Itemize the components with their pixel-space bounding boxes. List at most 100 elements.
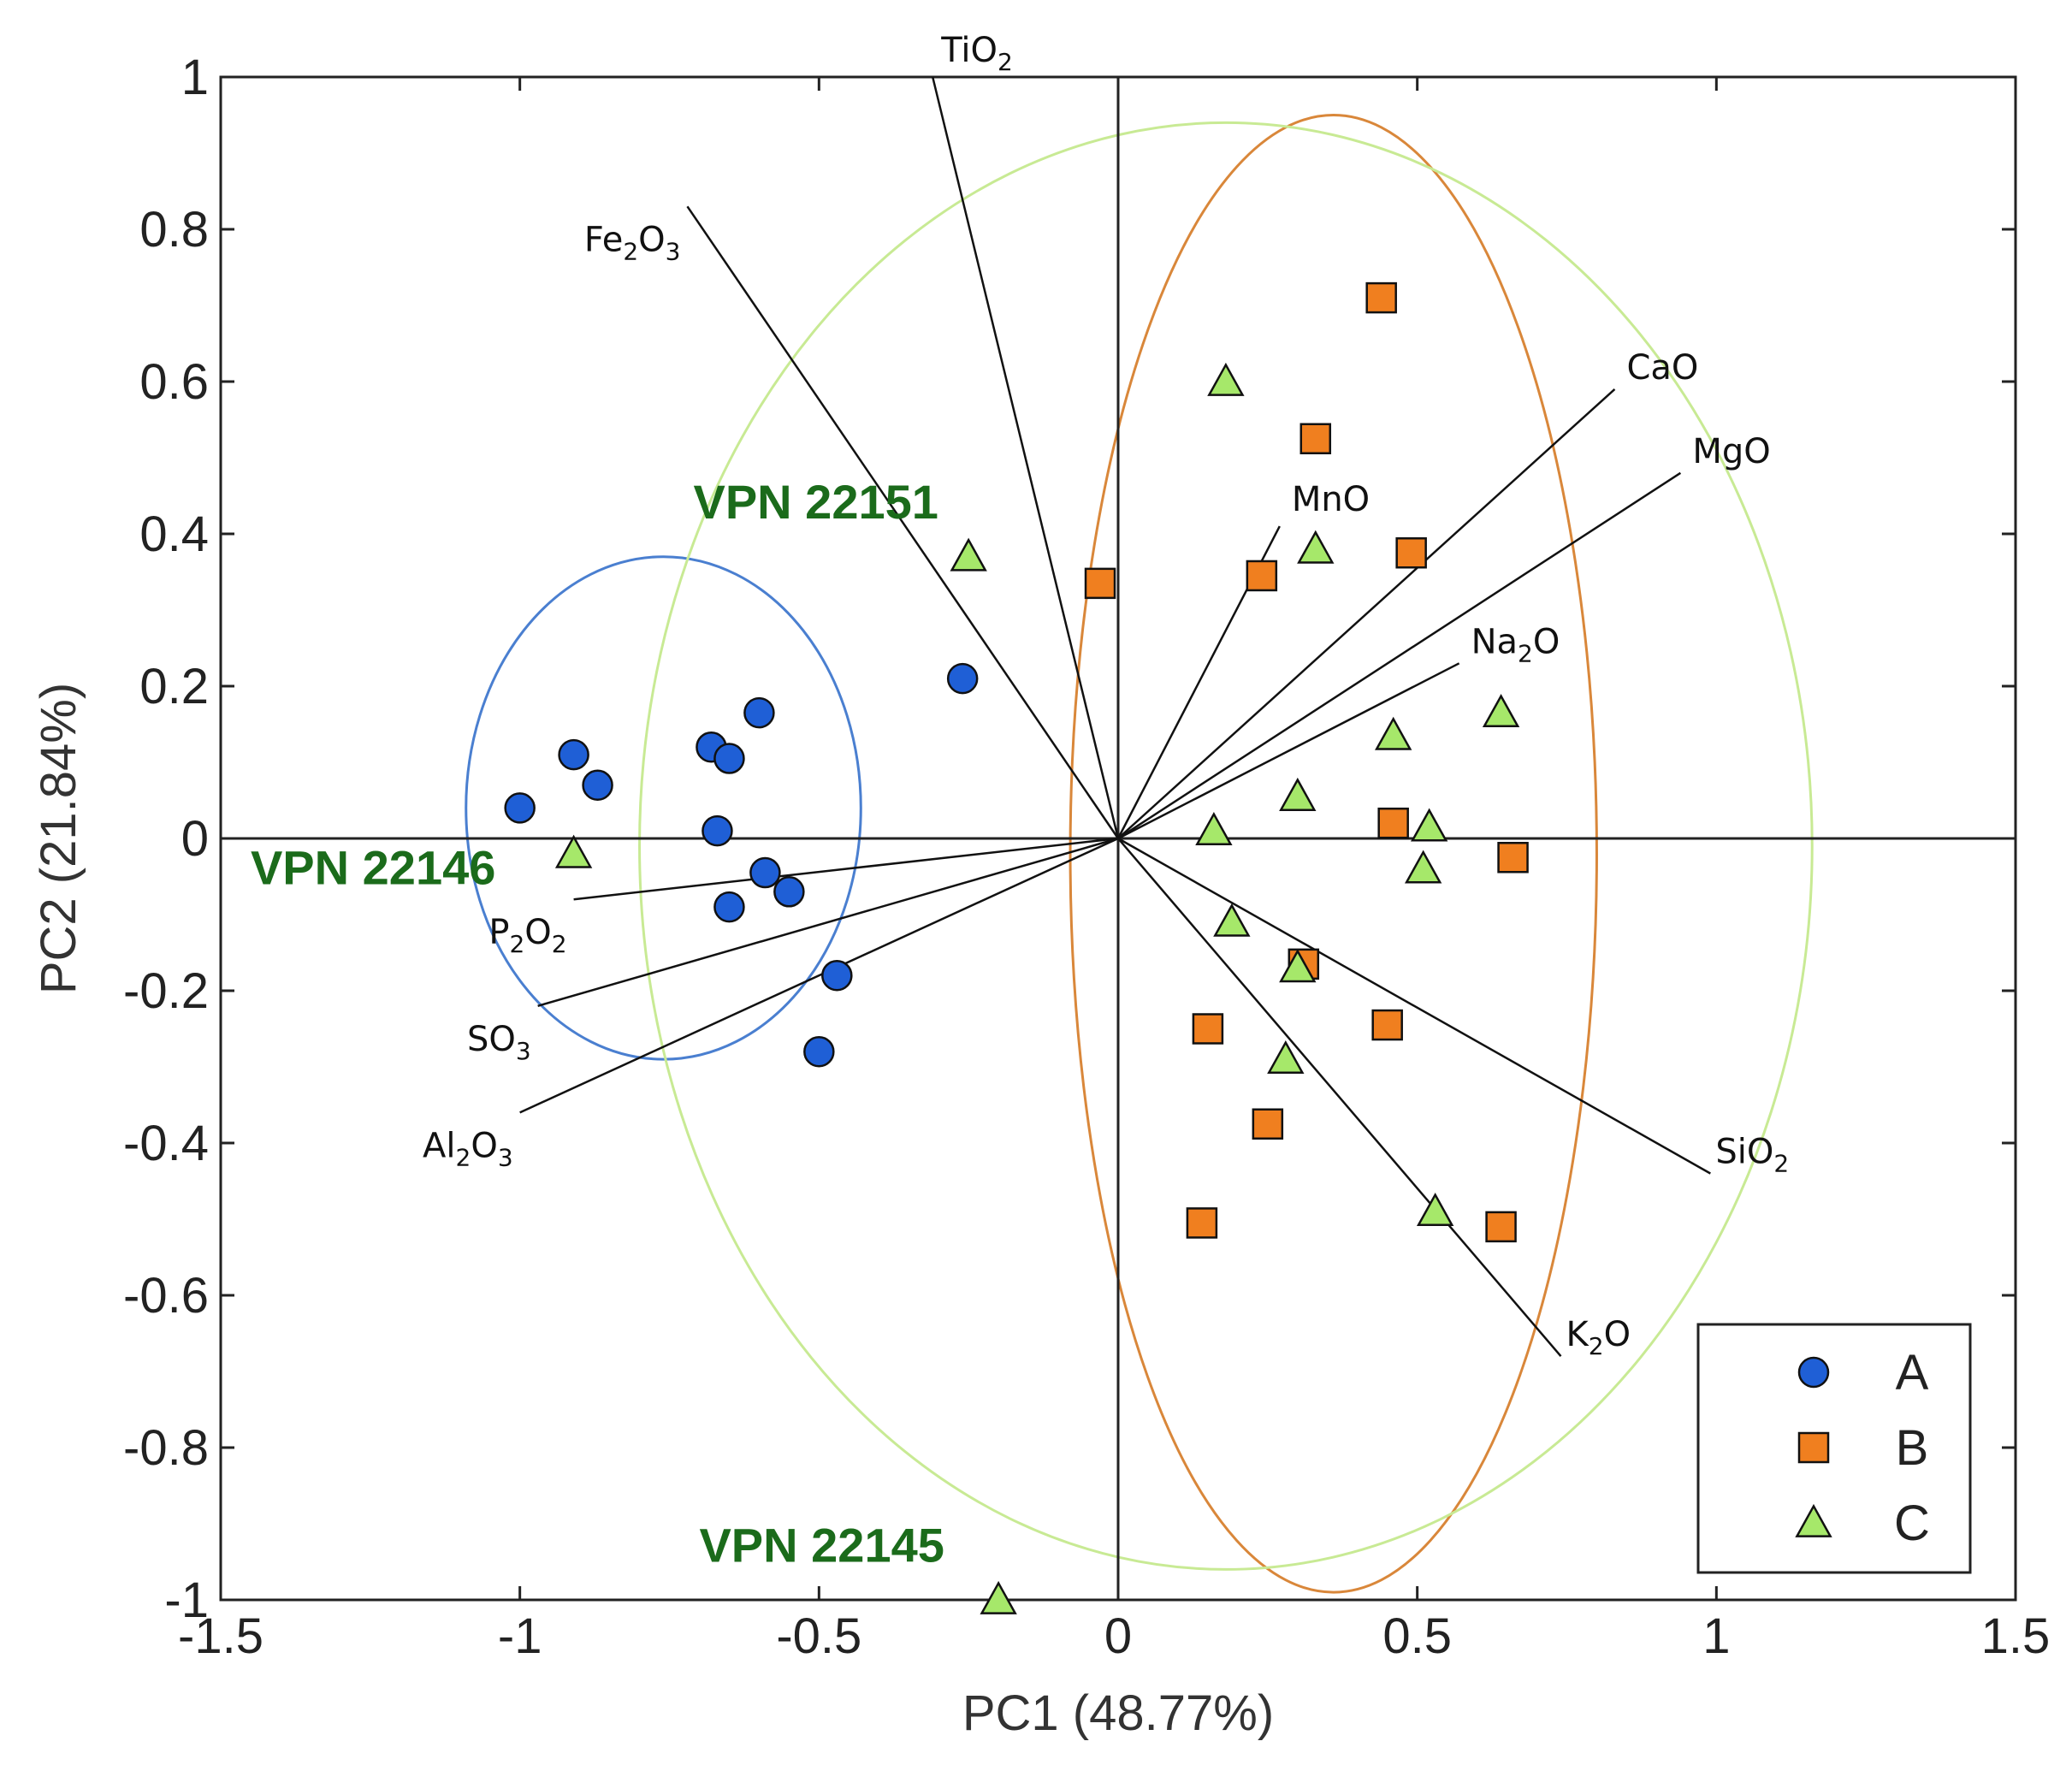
loading-label-p2o2: P2O2 [488,913,566,958]
point-c [1267,1039,1305,1074]
loading-label-fe2o3: Fe2O3 [584,220,681,265]
point-c [1375,716,1412,750]
loading-vector-cao [1117,388,1616,839]
point-a [582,769,613,801]
point-b [1377,807,1409,839]
annotation-vpn-22151: VPN 22151 [693,475,938,529]
legend-marker-b [1797,1431,1830,1464]
point-a [743,696,775,729]
point-c [1195,811,1233,845]
point-c [1213,903,1251,937]
annotation-vpn-22145: VPN 22145 [699,1519,944,1573]
point-c [554,834,593,868]
loading-vector-al2o3 [519,837,1119,1114]
point-b [1497,842,1529,874]
legend-marker-c [1795,1503,1832,1537]
point-c [1482,694,1520,728]
data-points [504,281,1529,1614]
point-b [1371,1009,1403,1041]
point-c [1279,777,1317,811]
y-tick-label: -0.4 [123,1116,209,1171]
x-tick-label: 0 [1104,1608,1132,1664]
point-c [1416,1192,1454,1226]
annotation-vpn-22146: VPN 22146 [251,840,495,894]
x-tick-label: 1.5 [1981,1608,2051,1664]
annotations: VPN 22151 VPN 22146 VPN 22145 [251,475,944,1572]
loading-vector-sio2 [1117,837,1711,1175]
y-tick-label: -0.8 [123,1420,209,1476]
axes: -1.5 -1 -0.5 0 0.5 1 1.5-1-0.8-0.6-0.4-0.200.2… [31,50,2050,1741]
point-b [1395,537,1427,569]
point-a [702,814,733,847]
series-c [554,362,1520,1614]
point-b [1252,1108,1284,1140]
loading-label-na2o: Na2O [1471,622,1560,667]
loading-vector-fe2o3 [686,205,1120,839]
y-tick-label: 0.8 [139,202,209,258]
legend-marker-a [1797,1356,1830,1389]
point-a [946,662,979,695]
ellipse-group-c [638,121,1814,1571]
point-a [504,792,536,824]
point-b [1485,1211,1517,1243]
point-a [713,891,745,923]
loading-vector-p2o2 [573,837,1119,901]
point-c [1410,808,1448,842]
point-a [821,959,853,992]
legend: ABC [1696,1323,1972,1574]
point-b [1192,1013,1224,1045]
point-b [1365,281,1397,314]
point-c [950,537,987,572]
x-tick-label: -0.5 [776,1608,861,1664]
loading-vector-tio2 [931,76,1120,839]
loading-label-sio2: SiO2 [1715,1133,1789,1178]
point-b [1246,560,1278,592]
legend-box [1696,1323,1972,1574]
ellipse-group-b [1069,114,1598,1594]
series-a [504,662,979,1068]
point-b [1299,423,1332,454]
ellipse-group-a [465,555,862,1061]
y-tick-label: -0.6 [123,1268,209,1324]
legend-label-b: B [1896,1420,1929,1476]
x-tick-label: 1 [1702,1608,1730,1664]
point-c [980,1580,1017,1614]
point-c [1207,362,1245,396]
point-b [1186,1207,1218,1239]
loading-vector-so3 [537,837,1119,1008]
point-c [1404,850,1442,884]
loading-vectors: TiO2 Fe2O3 CaO MgO MnO Na2O P2O2 SO3 Al2O3 SiO2 K2… [423,31,1789,1360]
y-tick-label: 0.6 [139,354,209,410]
point-c [1279,949,1317,983]
series-b [1084,281,1529,1243]
x-tick-label: 0.5 [1382,1608,1452,1664]
y-tick-label: -1 [164,1573,209,1628]
legend-label-c: C [1894,1496,1930,1551]
point-a [803,1035,835,1068]
loading-label-mno: MnO [1292,480,1370,519]
loading-label-tio2: TiO2 [940,31,1013,76]
loading-label-so3: SO3 [467,1020,531,1065]
y-tick-label: -0.2 [123,963,209,1019]
loading-vector-mgo [1117,471,1682,840]
loading-label-al2o3: Al2O3 [423,1126,513,1171]
y-tick-label: 0.4 [139,506,209,562]
loading-label-cao: CaO [1626,348,1698,388]
y-tick-label: 1 [181,50,209,105]
loading-label-k2o: K2O [1566,1315,1631,1360]
x-tick-label: -1 [498,1608,542,1664]
x-tick-label: -1.5 [178,1608,263,1664]
x-axis-label: PC1 (48.77%) [962,1685,1274,1741]
y-tick-label: 0 [181,811,209,867]
loading-label-mgo: MgO [1692,432,1770,471]
group-ellipses [465,114,1814,1594]
point-c [1297,530,1335,564]
loading-vector-na2o [1117,662,1460,840]
point-a [749,856,781,889]
point-b [1084,567,1116,600]
loading-vector-k2o [1117,838,1562,1358]
y-tick-label: 0.2 [139,659,209,714]
legend-label-a: A [1896,1345,1929,1401]
y-axis-label: PC2 (21.84%) [31,683,86,994]
